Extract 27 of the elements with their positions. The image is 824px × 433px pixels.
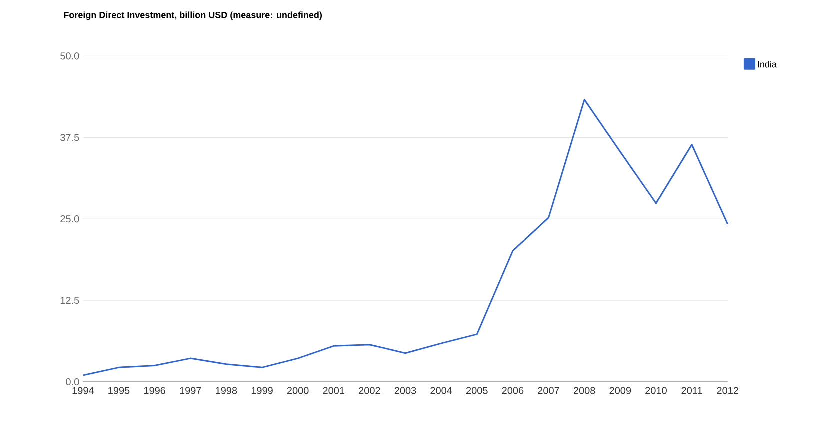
x-tick-label: 1996 <box>144 387 166 394</box>
x-tick-label: 2000 <box>287 387 309 394</box>
chart-title: Foreign Direct Investment, billion USD (measure: undefined) <box>64 12 322 20</box>
y-tick-label: 37.5 <box>60 134 80 142</box>
x-tick-label: 2002 <box>359 387 380 394</box>
x-tick-label: 2004 <box>430 387 452 394</box>
x-tick-label: 2008 <box>574 387 596 394</box>
x-tick-label: 2003 <box>394 387 416 394</box>
x-tick-label: 2001 <box>323 387 345 394</box>
y-tick-label: 50.0 <box>60 52 80 60</box>
line-series <box>82 98 729 376</box>
x-tick-label: 2006 <box>502 387 524 394</box>
x-tick-label: 1998 <box>216 387 238 394</box>
x-tick-label: 2009 <box>610 387 632 394</box>
x-tick-label: 1994 <box>72 387 94 394</box>
x-tick-label: 1999 <box>252 387 273 394</box>
y-tick-label: 25.0 <box>60 215 80 223</box>
x-tick-label: 1995 <box>108 387 130 394</box>
x-tick-label: 2012 <box>717 387 738 394</box>
legend-label: India <box>758 61 777 68</box>
y-tick-label: 12.5 <box>60 296 80 304</box>
x-tick-label: 2011 <box>682 387 702 394</box>
x-tick-label: 2010 <box>646 387 667 394</box>
x-tick-label: 1997 <box>180 387 202 394</box>
x-tick-label: 2007 <box>538 387 560 394</box>
y-tick-label: 0.0 <box>66 378 80 386</box>
x-tick-label: 2005 <box>466 387 488 394</box>
